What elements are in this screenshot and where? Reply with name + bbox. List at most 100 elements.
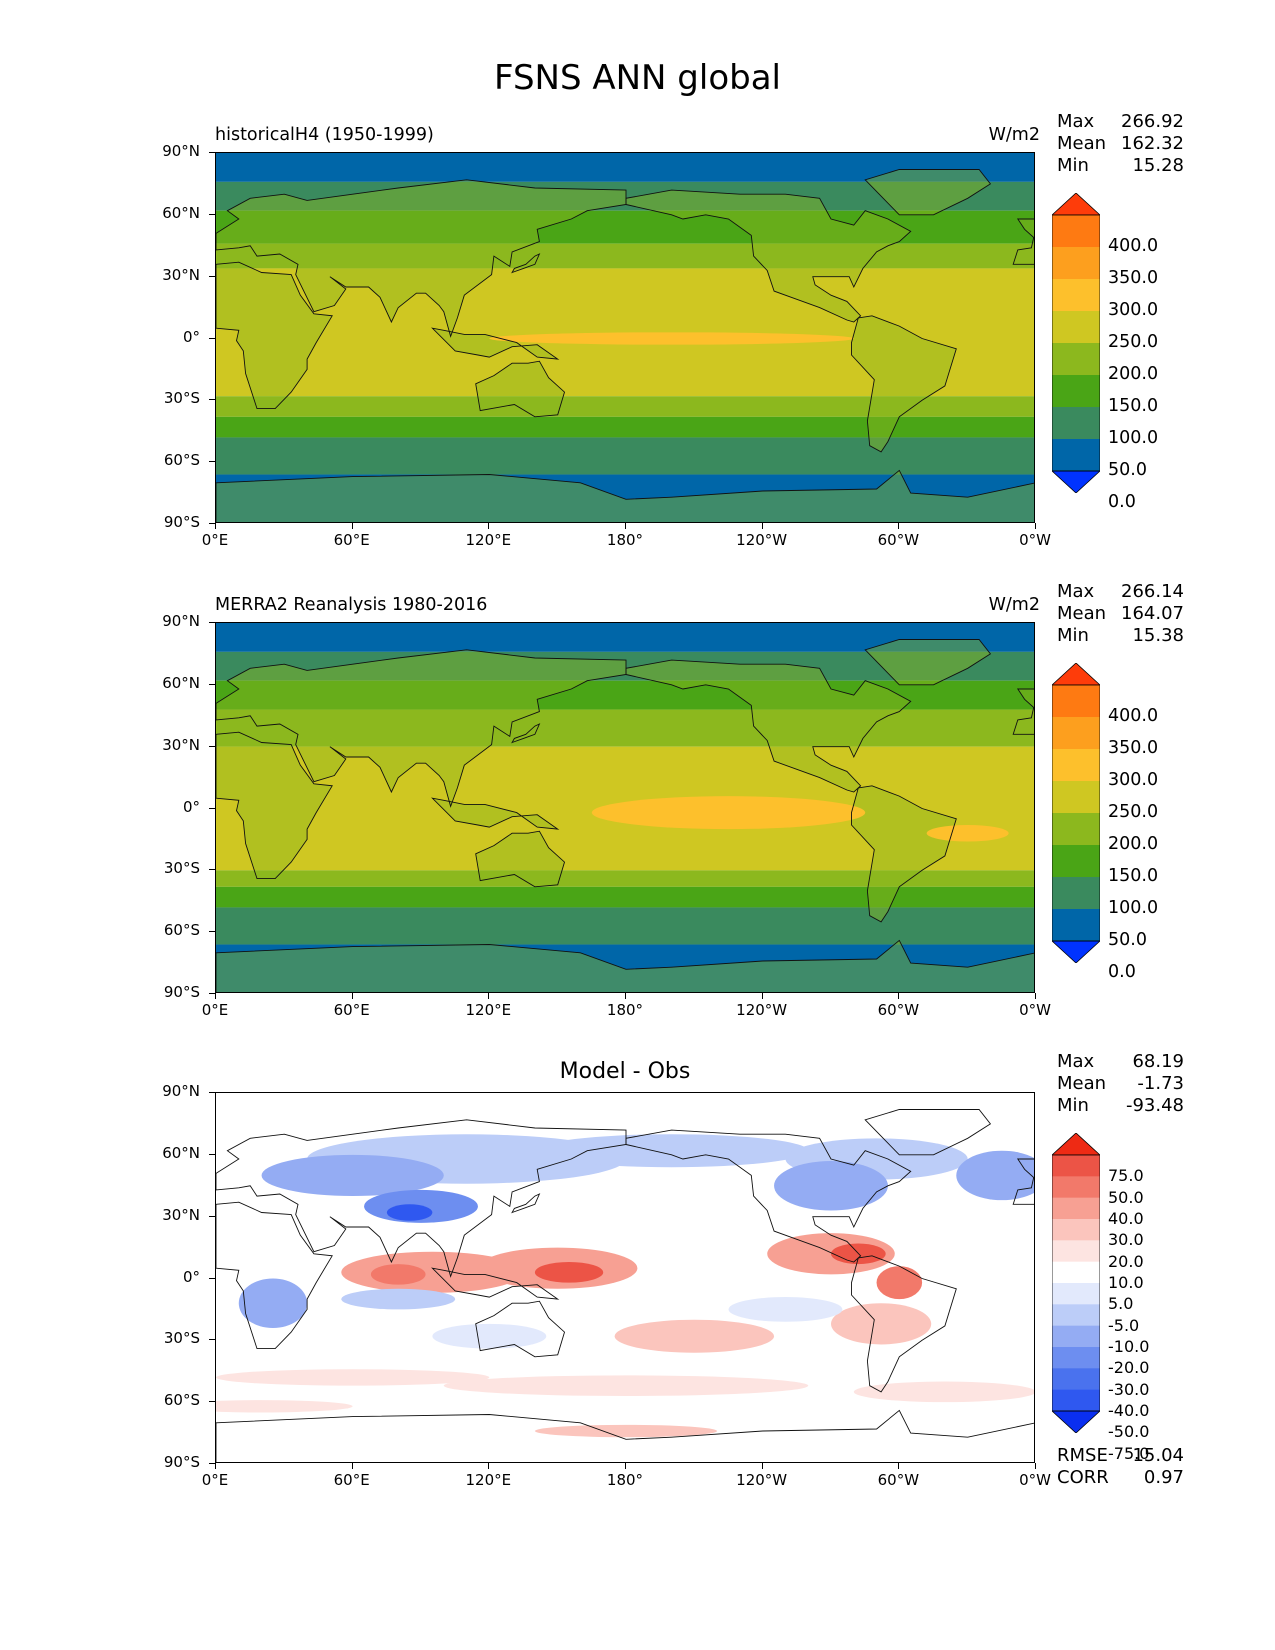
coastline [511,253,541,274]
coastline [864,169,992,216]
contour-band [216,944,1034,992]
land-shade [216,732,333,879]
contour-blob [489,332,854,345]
stat-name: Max [1057,1051,1095,1072]
panel-title: MERRA2 Reanalysis 1980-2016 [215,595,488,615]
colorbar-tick-label: 300.0 [1108,300,1159,320]
x-tick-label: 120°W [736,531,788,549]
stat-value: 164.07 [1121,603,1184,624]
stat-name: Mean [1057,133,1107,154]
y-tick-label: 60°S [163,1391,200,1410]
colorbar-tick-label: 400.0 [1108,706,1159,726]
stat-value: -1.73 [1137,1073,1184,1094]
stat-name: Max [1057,581,1095,602]
y-tick-label: 0° [182,1267,200,1286]
y-tick-label: 60°N [162,1143,200,1162]
y-tick-mark [209,622,215,623]
x-tick-mark [625,523,626,529]
colorbar-tick-label: 300.0 [1108,770,1159,790]
coastline [851,785,957,923]
contour-band [216,651,1034,681]
x-tick-mark [625,993,626,999]
y-tick-label: 60°S [163,451,200,470]
colorbar-extension-bottom [1052,940,1100,963]
colorbar-tick-label: -30.0 [1108,1379,1150,1399]
contour-blob [774,1161,888,1211]
colorbar-extension-bottom [1052,470,1100,493]
y-tick-mark [209,1092,215,1093]
contour-blob [261,1154,444,1197]
y-tick-label: 30°N [162,265,200,284]
y-tick-mark [209,745,215,747]
x-tick-mark [898,523,900,529]
colorbar-extension-top [1052,663,1100,686]
y-tick-mark [209,869,215,871]
colorbar-tick-label: -75.0 [1108,1443,1150,1463]
map-plot [215,622,1035,993]
x-tick-label: 180° [606,531,644,549]
land-shade [626,660,911,792]
contour-band [216,268,1034,397]
y-tick-mark [209,1215,215,1217]
colorbar-segment [1052,1283,1100,1305]
y-tick-label: 90°N [162,1082,200,1100]
colorbar-segment [1052,717,1100,750]
x-tick-label: 0°E [201,531,229,549]
contour-blob [216,1400,353,1413]
map-plot [215,152,1035,523]
map-svg [216,153,1034,522]
colorbar-tick-label: 75.0 [1108,1166,1144,1186]
coastline [511,1193,541,1214]
x-tick-label: 120°E [465,1471,512,1489]
colorbar-segment [1052,1261,1100,1284]
colorbar-extension-top [1052,193,1100,216]
figure-title: FSNS ANN global [494,58,781,98]
x-tick-mark [215,993,216,999]
units-label: W/m2 [988,595,1040,615]
x-tick-label: 180° [606,1471,644,1489]
land-shade [851,315,957,452]
colorbar-frame [1052,684,1100,942]
contour-blob [831,1303,932,1345]
colorbar-segment [1052,1389,1100,1412]
contour-blob [728,1297,843,1322]
x-tick-label: 60°E [333,1001,370,1019]
colorbar-tick-label: 10.0 [1108,1273,1144,1292]
coastline [851,1255,957,1393]
y-tick-mark [209,1153,215,1155]
stat-name: RMSE [1057,1445,1108,1466]
coastline [625,659,912,793]
coastline [475,360,566,418]
x-tick-label: 120°E [465,1001,512,1019]
colorbar [1052,193,1100,493]
coastline [216,939,1034,992]
x-tick-mark [215,523,216,529]
contour-blob [432,1323,547,1349]
stat-name: Min [1057,155,1089,176]
coastline [431,327,560,360]
y-tick-label: 30°S [163,1329,200,1348]
colorbar [1052,663,1100,963]
colorbar-tick-label: 150.0 [1108,396,1159,416]
x-tick-label: 120°W [736,1001,788,1019]
contour-blob [534,1424,718,1438]
stat-name: Mean [1057,1073,1107,1094]
x-tick-mark [761,523,763,529]
coastline [216,731,333,880]
contour-blob [926,824,1009,842]
y-tick-mark [209,213,215,215]
colorbar-tick-label: -40.0 [1108,1401,1150,1420]
contour-blob [238,1278,308,1328]
colorbar-segment [1052,781,1100,814]
colorbar-tick-label: 400.0 [1108,236,1159,256]
y-tick-label: 0° [182,797,200,816]
stats-box: Max 266.14 Mean 164.07 Min 15.38 [1057,581,1184,647]
x-tick-mark [488,1463,490,1469]
colorbar-segment [1052,813,1100,846]
coastline [475,1300,566,1358]
y-tick-label: 90°S [163,1453,200,1471]
contour-blob [534,1134,809,1168]
coastline [216,1201,333,1350]
colorbar-tick-label: -50.0 [1108,1422,1150,1442]
colorbar-tick-label: 0.0 [1108,492,1136,512]
